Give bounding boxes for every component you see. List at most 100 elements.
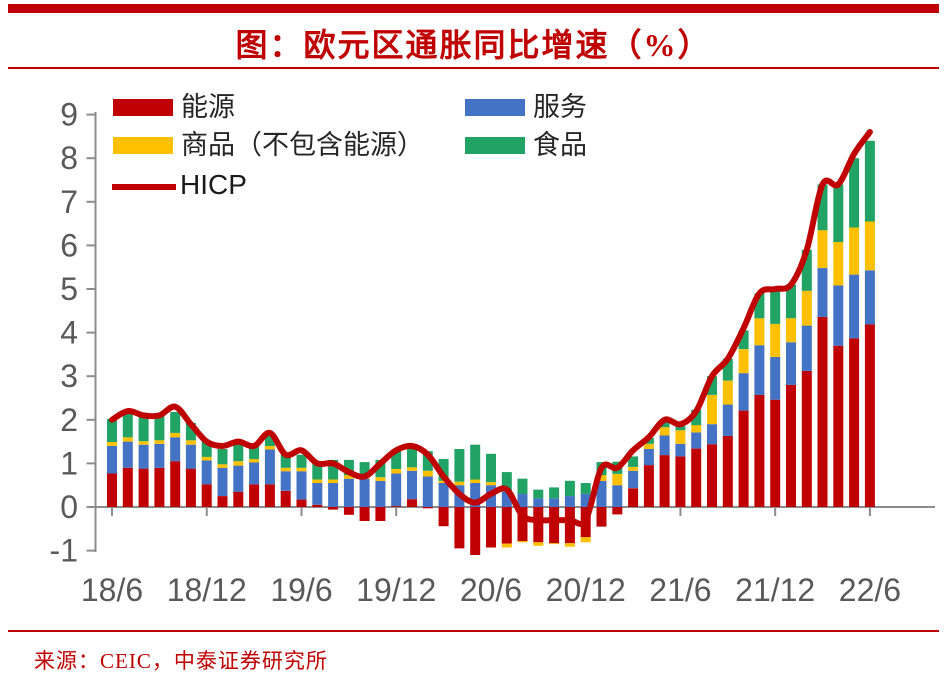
bar-segment-商品（不包含能源） <box>170 432 181 438</box>
bar-segment-食品 <box>264 432 275 446</box>
bar-segment-服务 <box>596 480 607 507</box>
bar-segment-食品 <box>675 425 686 431</box>
bar-segment-服务 <box>675 443 686 457</box>
bar-segment-服务 <box>549 498 560 507</box>
bar-segment-能源 <box>770 399 781 507</box>
bar-segment-商品（不包含能源） <box>722 380 733 405</box>
bar-segment-商品（不包含能源） <box>580 537 591 543</box>
bar-segment-服务 <box>628 470 639 489</box>
bar-segment-食品 <box>470 444 481 480</box>
bar-segment-能源 <box>738 410 749 507</box>
bar-segment-商品（不包含能源） <box>264 446 275 450</box>
bar-segment-能源 <box>185 468 196 507</box>
bar-segment-商品（不包含能源） <box>328 479 339 483</box>
legend-swatch-energy <box>113 99 173 116</box>
bar-segment-能源 <box>643 465 654 507</box>
bar-segment-食品 <box>691 409 702 426</box>
bar-segment-能源 <box>659 455 670 507</box>
bar-segment-食品 <box>864 140 875 222</box>
bar-segment-能源 <box>849 338 860 507</box>
bar-segment-能源 <box>517 507 528 541</box>
bar-segment-商品（不包含能源） <box>691 425 702 433</box>
bar-segment-服务 <box>138 444 149 469</box>
bar-segment-能源 <box>422 507 433 509</box>
bar-segment-食品 <box>138 417 149 442</box>
bar-segment-服务 <box>643 449 654 466</box>
bar-segment-食品 <box>501 472 512 492</box>
bar-segment-食品 <box>517 478 528 494</box>
bar-segment-服务 <box>691 432 702 449</box>
legend-swatch-goods <box>113 137 173 154</box>
bar-segment-食品 <box>201 441 212 457</box>
bar-segment-能源 <box>264 484 275 507</box>
bar-segment-食品 <box>849 158 860 228</box>
bar-segment-服务 <box>343 478 354 507</box>
page-title: 图：欧元区通胀同比增速（%） <box>235 27 712 63</box>
footer-divider <box>8 630 939 632</box>
bar-segment-能源 <box>533 507 544 543</box>
bar-segment-商品（不包含能源） <box>754 318 765 346</box>
bar-segment-商品（不包含能源） <box>217 464 228 468</box>
bar-segment-商品（不包含能源） <box>407 467 417 471</box>
bar-segment-服务 <box>738 373 749 411</box>
bar-segment-服务 <box>296 471 307 500</box>
bar-segment-能源 <box>675 456 686 507</box>
legend-swatch-hicp-line <box>112 184 176 190</box>
bar-segment-食品 <box>296 454 307 468</box>
bar-segment-服务 <box>249 462 260 485</box>
bar-segment-能源 <box>486 507 496 548</box>
bar-segment-服务 <box>659 435 670 456</box>
bar-segment-能源 <box>343 507 354 515</box>
y-axis-label: 3 <box>60 358 78 394</box>
bar-segment-能源 <box>596 507 607 527</box>
bar-segment-商品（不包含能源） <box>517 541 528 543</box>
bar-segment-服务 <box>154 443 165 468</box>
bar-segment-食品 <box>154 416 165 441</box>
bar-segment-服务 <box>391 473 402 507</box>
y-axis-label: 9 <box>60 97 78 133</box>
x-axis-label: 21/12 <box>735 572 815 608</box>
bar-segment-食品 <box>580 483 591 494</box>
bar-segment-食品 <box>249 443 260 460</box>
bar-segment-商品（不包含能源） <box>438 480 449 483</box>
bar-segment-商品（不包含能源） <box>422 470 433 477</box>
bar-segment-食品 <box>280 454 291 468</box>
bar-segment-服务 <box>564 496 575 507</box>
bar-segment-食品 <box>454 449 465 482</box>
bar-segment-能源 <box>628 488 639 507</box>
bar-segment-能源 <box>233 491 244 507</box>
x-axis-label: 20/6 <box>460 572 522 608</box>
bar-segment-食品 <box>375 459 386 478</box>
bar-segment-服务 <box>217 467 228 497</box>
inflation-chart: -1 0 1 2 3 4 5 6 7 8 9 18/6 18/12 19/6 19/12 20/6 20/12 2… <box>50 97 935 608</box>
x-axis-label: 20/12 <box>546 572 626 608</box>
bar-segment-商品（不包含能源） <box>612 473 623 486</box>
bar-segment-商品（不包含能源） <box>249 459 260 463</box>
x-axis-label: 18/12 <box>167 572 247 608</box>
legend-label-energy: 能源 <box>181 92 235 122</box>
bar-segment-商品（不包含能源） <box>596 475 607 481</box>
bar-segment-商品（不包含能源） <box>391 469 402 474</box>
bar-segment-服务 <box>312 483 323 505</box>
legend-swatch-food <box>465 137 525 154</box>
bar-segment-能源 <box>138 468 149 507</box>
bar-segment-服务 <box>770 357 781 400</box>
bar-segment-商品（不包含能源） <box>343 475 354 479</box>
bar-segment-食品 <box>359 462 370 476</box>
hicp-line <box>109 129 873 527</box>
bar-segment-食品 <box>343 459 354 476</box>
bar-segment-商品（不包含能源） <box>801 290 812 326</box>
x-axis-label: 19/12 <box>356 572 436 608</box>
bar-segment-商品（不包含能源） <box>138 441 149 445</box>
bar-segment-食品 <box>817 184 828 231</box>
bar-segment-食品 <box>533 489 544 499</box>
bar-segment-能源 <box>817 316 828 507</box>
bar-segment-服务 <box>786 342 796 385</box>
bar-segment-服务 <box>612 485 623 507</box>
bar-segment-商品（不包含能源） <box>470 479 481 483</box>
bar-segment-能源 <box>170 461 181 507</box>
bar-segment-商品（不包含能源） <box>659 427 670 436</box>
y-axis-label: 1 <box>60 445 78 481</box>
bar-segment-服务 <box>280 471 291 491</box>
bar-segment-服务 <box>707 424 717 445</box>
